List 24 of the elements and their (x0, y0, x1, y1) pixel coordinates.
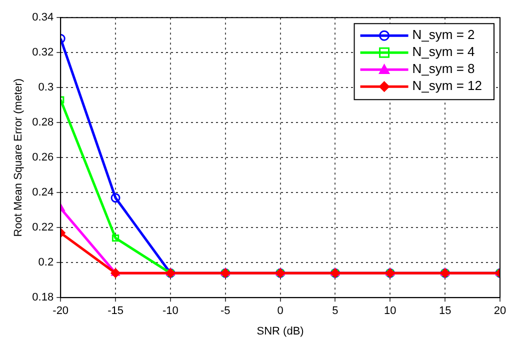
legend-label: N_sym = 12 (412, 78, 482, 94)
x-tick-label: 0 (277, 305, 284, 318)
x-axis-title: SNR (dB) (256, 325, 304, 338)
x-tick-label: -20 (52, 305, 69, 318)
legend-label: N_sym = 8 (412, 61, 475, 76)
x-tick-label: 10 (384, 305, 396, 318)
x-tick-label: 5 (332, 305, 338, 318)
y-tick-label: 0.26 (32, 152, 54, 164)
legend-label: N_sym = 2 (412, 27, 475, 42)
x-tick-label: -10 (162, 305, 178, 318)
legend-label: N_sym = 4 (412, 44, 475, 60)
y-tick-label: 0.3 (38, 82, 54, 94)
y-tick-label: 0.22 (32, 222, 54, 234)
y-tick-label: 0.32 (32, 46, 54, 59)
y-tick-label: 0.34 (32, 12, 54, 24)
y-tick-label: 0.18 (32, 292, 54, 304)
y-tick-label: 0.2 (38, 256, 54, 269)
y-tick-label: 0.28 (32, 116, 54, 129)
y-axis-title: Root Mean Square Error (meter) (12, 78, 25, 237)
x-tick-label: -15 (108, 305, 124, 318)
x-tick-label: 20 (494, 305, 506, 318)
y-tick-label: 0.24 (32, 186, 54, 199)
x-tick-label: -5 (220, 305, 230, 318)
x-tick-label: 15 (438, 305, 452, 318)
